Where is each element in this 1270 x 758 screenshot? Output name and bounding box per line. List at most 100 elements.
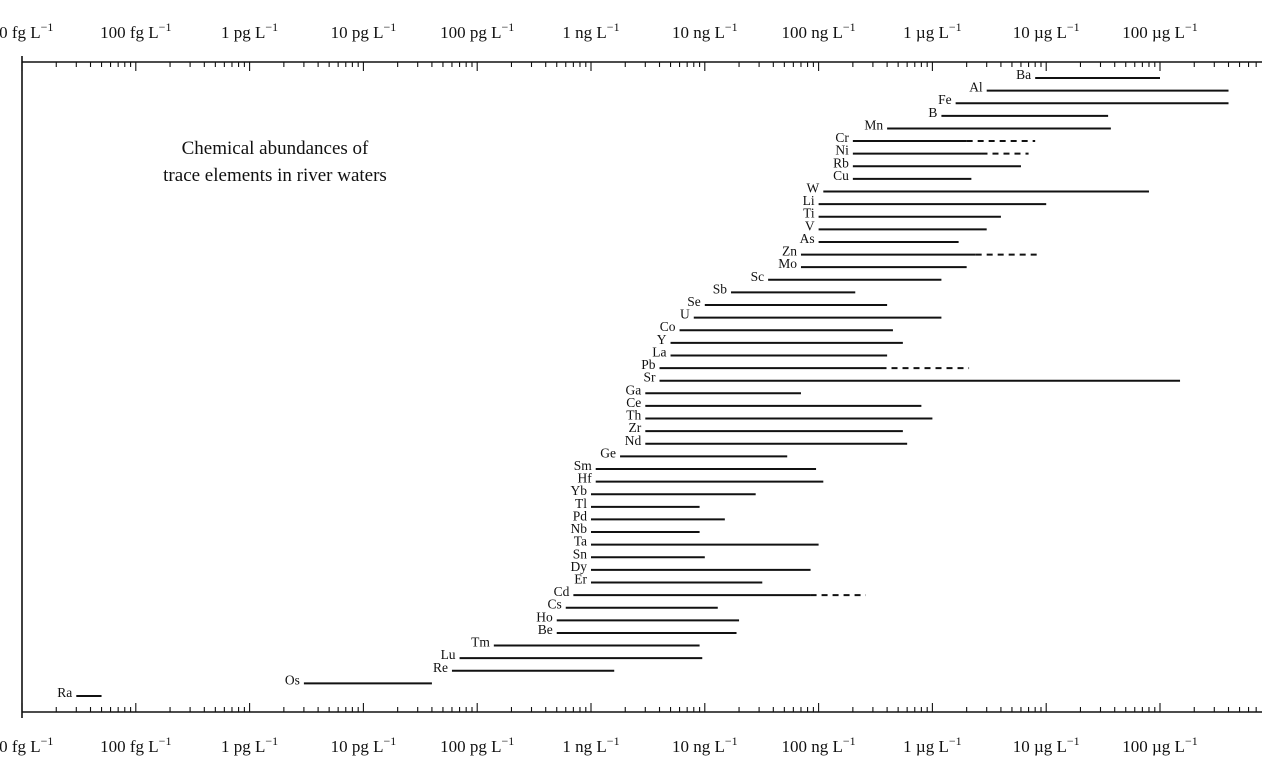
element-label: Ti [803,206,815,221]
bottom-tick-label: 1 µg L−1 [903,734,961,756]
chart-title-line-2: trace elements in river waters [163,165,387,186]
top-tick-label: 10 ng L−1 [672,20,738,42]
element-label: Zn [782,244,797,259]
range-pb: Pb [641,357,970,372]
range-er: Er [574,571,763,586]
top-tick-label: 100 pg L−1 [440,20,514,42]
tick-label-exponent: −1 [607,20,620,34]
element-label: As [800,231,815,246]
range-mo: Mo [778,256,967,271]
range-rb: Rb [833,155,1021,170]
range-sc: Sc [751,269,942,284]
element-label: Ba [1016,67,1031,82]
bottom-tick-label: 100 ng L−1 [782,734,856,756]
element-label: Al [969,80,983,95]
range-b: B [928,105,1109,120]
element-label: Ni [835,143,849,158]
top-tick-label: 1 µg L−1 [903,20,961,42]
element-label: U [680,307,690,322]
element-label: Mn [864,117,883,132]
tick-label-text: 100 µg L [1122,23,1185,42]
element-label: Pb [641,357,656,372]
tick-label-exponent: −1 [502,20,515,34]
element-label: Y [657,332,667,347]
element-label: Nb [571,521,588,536]
tick-label-text: 10 µg L [1013,737,1067,756]
tick-label-exponent: −1 [265,20,278,34]
top-axis-ticks [21,62,1257,71]
element-label: Er [574,571,587,586]
element-label: Th [626,408,641,423]
tick-label-text: 100 fg L [100,737,159,756]
tick-label-exponent: −1 [1067,20,1080,34]
tick-label-text: 1 pg L [221,23,265,42]
range-ni: Ni [835,143,1029,158]
range-be: Be [538,622,737,637]
range-v: V [805,218,987,233]
range-li: Li [803,193,1047,208]
element-label: B [928,105,937,120]
tick-label-text: 1 ng L [562,737,606,756]
bottom-tick-label: 1 pg L−1 [221,734,278,756]
chart-title-line-1: Chemical abundances of [182,138,369,159]
tick-label-exponent: −1 [843,20,856,34]
tick-label-exponent: −1 [1185,734,1198,748]
range-mn: Mn [864,117,1111,132]
tick-label-text: 100 pg L [440,737,501,756]
top-tick-label: 10 fg L−1 [0,20,53,42]
range-nb: Nb [571,521,700,536]
range-dy: Dy [571,559,811,574]
tick-label-text: 10 ng L [672,737,725,756]
element-label: W [807,181,820,196]
range-sn: Sn [573,546,705,561]
range-as: As [800,231,959,246]
bottom-tick-label: 100 µg L−1 [1122,734,1197,756]
element-label: Tm [471,635,490,650]
range-ra: Ra [57,685,102,700]
bottom-tick-label: 100 pg L−1 [440,734,514,756]
element-label: Co [660,319,676,334]
range-ce: Ce [626,395,922,410]
tick-label-text: 10 µg L [1013,23,1067,42]
tick-label-exponent: −1 [265,734,278,748]
range-w: W [807,181,1149,196]
top-tick-label: 10 pg L−1 [331,20,397,42]
top-tick-label: 1 pg L−1 [221,20,278,42]
element-label: Os [285,672,300,687]
element-label: Cd [554,584,570,599]
tick-label-text: 100 µg L [1122,737,1185,756]
tick-label-exponent: −1 [949,20,962,34]
range-pd: Pd [573,508,725,523]
bottom-tick-label: 1 ng L−1 [562,734,619,756]
range-fe: Fe [938,92,1229,107]
tick-label-text: 100 pg L [440,23,501,42]
range-al: Al [969,80,1229,95]
element-label: Li [803,193,815,208]
top-tick-label: 100 µg L−1 [1122,20,1197,42]
range-lu: Lu [441,647,703,662]
range-y: Y [657,332,903,347]
range-sr: Sr [643,370,1181,385]
element-label: Yb [571,483,588,498]
range-cr: Cr [835,130,1036,145]
bottom-tick-label: 10 ng L−1 [672,734,738,756]
element-ranges: BaAlFeBMnCrNiRbCuWLiTiVAsZnMoScSbSeUCoYL… [57,67,1229,700]
range-ti: Ti [803,206,1001,221]
top-tick-label: 100 fg L−1 [100,20,171,42]
element-label: Hf [577,471,592,486]
element-label: Dy [571,559,588,574]
range-se: Se [687,294,888,309]
range-tm: Tm [471,635,700,650]
tick-label-text: 100 ng L [782,737,843,756]
element-label: Fe [938,92,952,107]
range-la: La [652,344,888,359]
element-label: Nd [625,433,642,448]
tick-label-text: 1 µg L [903,23,949,42]
range-co: Co [660,319,893,334]
range-zr: Zr [629,420,903,435]
range-sm: Sm [574,458,817,473]
tick-label-exponent: −1 [607,734,620,748]
element-label: Ra [57,685,72,700]
